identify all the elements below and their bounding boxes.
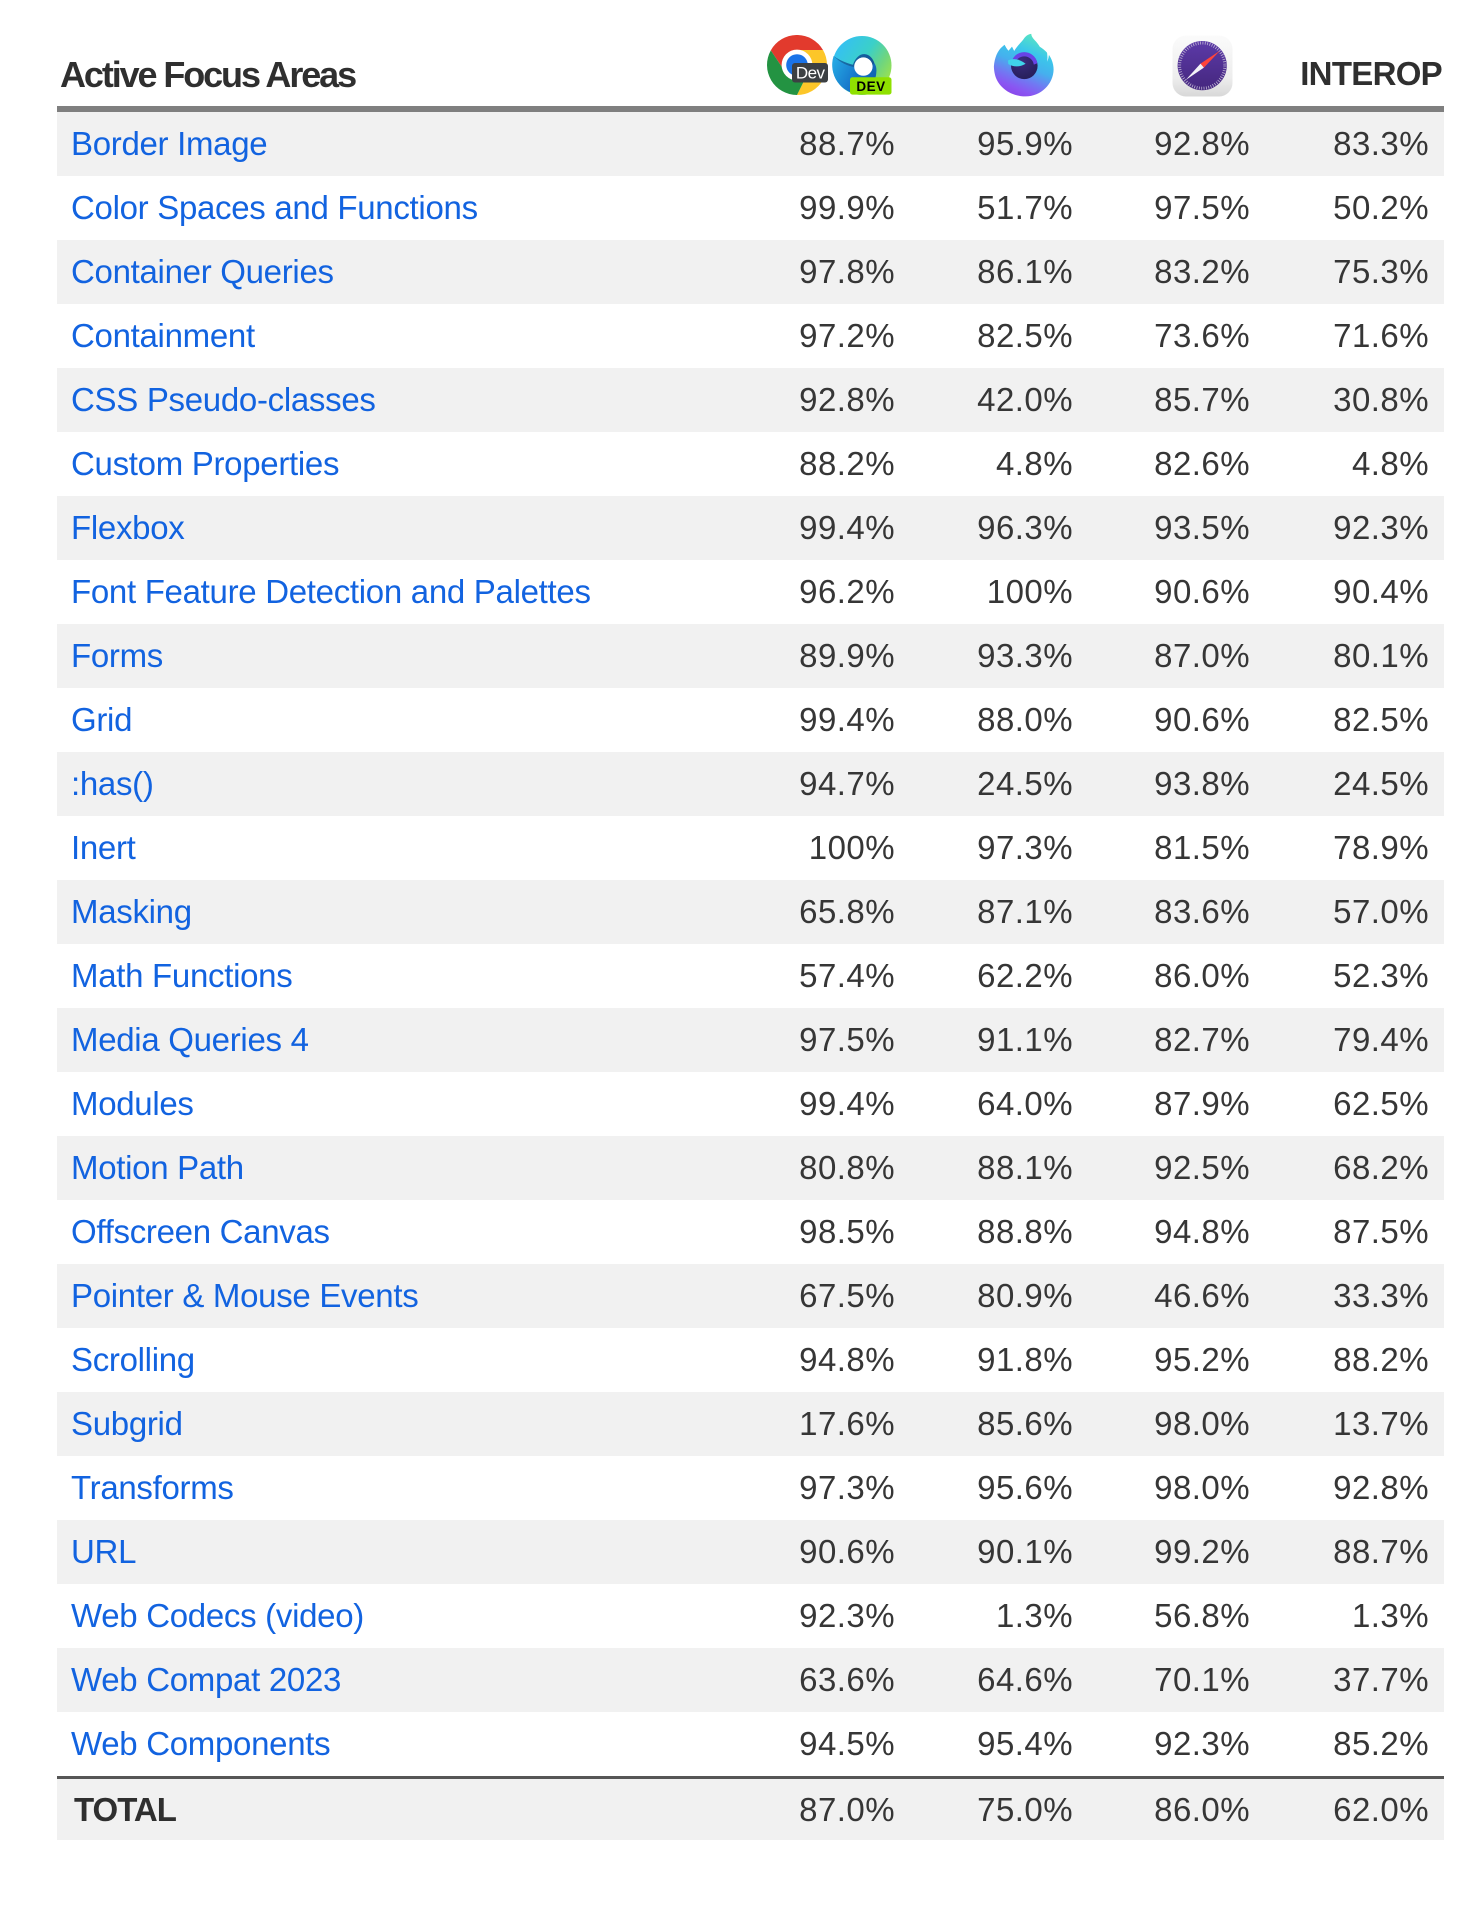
svg-text:DEV: DEV [856,79,885,94]
svg-text:Dev: Dev [796,64,826,83]
